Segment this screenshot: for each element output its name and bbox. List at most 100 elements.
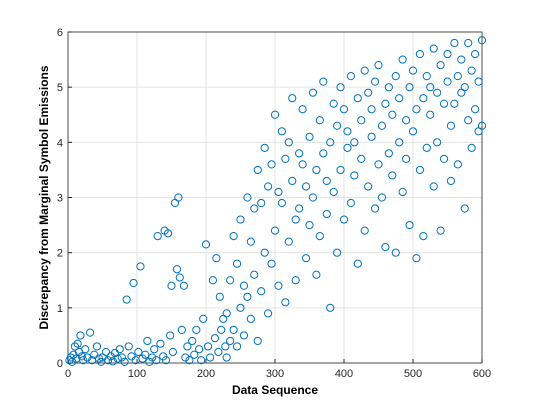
point — [274, 187, 283, 197]
point — [305, 220, 314, 230]
point — [217, 325, 226, 334]
point — [319, 77, 328, 86]
point — [402, 154, 411, 163]
point — [222, 353, 231, 362]
point — [226, 336, 235, 346]
point — [260, 248, 269, 257]
point — [333, 248, 342, 257]
point — [336, 83, 345, 92]
point — [281, 154, 290, 163]
point — [179, 281, 189, 290]
point — [370, 77, 380, 86]
point — [167, 281, 176, 290]
point — [329, 99, 338, 108]
point — [298, 160, 307, 169]
point — [152, 356, 161, 365]
point — [343, 143, 352, 152]
point — [188, 336, 197, 346]
x-tick-label: 400 — [335, 368, 353, 380]
y-tick-label: 2 — [57, 248, 63, 260]
point — [374, 160, 383, 169]
x-tick-label: 500 — [404, 368, 422, 380]
y-tick-label: 3 — [57, 193, 63, 205]
y-tick-label: 1 — [57, 303, 63, 315]
point — [246, 237, 255, 246]
point — [405, 83, 414, 92]
point — [83, 353, 92, 362]
point — [419, 94, 428, 103]
point — [391, 72, 400, 81]
x-tick-label: 100 — [128, 368, 146, 380]
point — [357, 154, 366, 163]
point — [129, 278, 138, 288]
point — [443, 49, 452, 59]
point — [439, 154, 449, 163]
point — [81, 345, 90, 354]
point — [267, 259, 276, 268]
point — [239, 281, 249, 290]
point — [384, 83, 393, 92]
point — [226, 276, 235, 285]
point — [264, 182, 273, 191]
point — [381, 243, 390, 252]
y-tick-label: 6 — [57, 27, 63, 39]
point — [426, 83, 435, 92]
point — [477, 121, 487, 130]
point — [206, 353, 215, 362]
point — [199, 314, 208, 323]
point — [467, 66, 476, 75]
point — [312, 165, 321, 175]
point — [353, 259, 362, 268]
point — [197, 356, 206, 365]
point — [284, 138, 293, 147]
point — [277, 127, 286, 136]
point — [141, 350, 150, 359]
point — [453, 72, 462, 81]
point — [156, 339, 165, 348]
point — [474, 77, 483, 86]
point — [350, 138, 359, 147]
point — [172, 265, 182, 274]
point — [402, 116, 411, 125]
point — [120, 357, 129, 366]
point — [343, 127, 352, 136]
point — [395, 138, 404, 147]
point — [457, 55, 466, 64]
axes-box — [67, 31, 483, 364]
point — [166, 331, 175, 340]
point — [415, 165, 424, 175]
point — [122, 295, 131, 304]
x-tick-label: 200 — [197, 368, 215, 380]
point — [398, 55, 407, 64]
point — [312, 270, 321, 279]
point — [467, 143, 476, 152]
point — [208, 276, 217, 285]
point — [222, 309, 231, 318]
point — [381, 99, 390, 108]
point — [326, 138, 335, 147]
point — [239, 331, 249, 340]
point — [350, 171, 359, 180]
point — [408, 66, 418, 75]
point — [291, 215, 300, 224]
point — [388, 171, 397, 180]
point — [346, 198, 355, 208]
point — [460, 204, 469, 213]
point — [221, 342, 230, 351]
point — [153, 232, 162, 241]
point — [443, 77, 452, 86]
point — [163, 229, 173, 238]
point — [143, 336, 152, 346]
point — [212, 254, 221, 263]
point — [214, 347, 223, 357]
point — [243, 292, 252, 301]
point — [346, 72, 355, 81]
point — [250, 270, 259, 279]
point — [408, 127, 418, 136]
point — [77, 352, 86, 361]
point — [464, 38, 473, 48]
point — [250, 204, 259, 213]
point — [384, 149, 393, 158]
point — [236, 215, 245, 224]
point — [277, 198, 286, 208]
